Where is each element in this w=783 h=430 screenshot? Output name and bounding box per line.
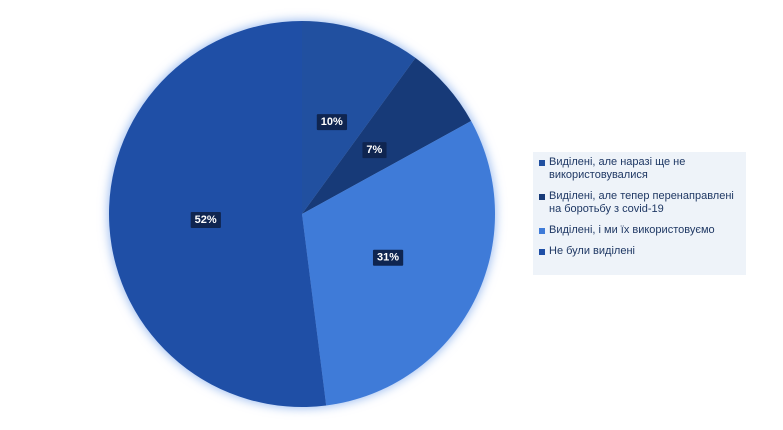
data-label-box [372,249,404,266]
data-label: 52% [195,214,217,226]
pie-slice [302,57,472,215]
legend-item: Не були виділені [539,245,740,258]
data-label: 7% [366,144,382,156]
data-label-box [316,114,348,131]
legend-swatch [539,249,545,255]
data-label-group: 31% [372,249,404,266]
legend-label: Виділені, і ми їх використовуємо [549,224,715,236]
legend-item: Виділені, і ми їх використовуємо [539,224,740,237]
legend-label: Виділені, але тепер перенаправлені на бо… [549,190,734,215]
legend-item: Виділені, але наразі ще не використовува… [539,156,740,182]
legend-swatch [539,228,545,234]
data-label-box [190,211,221,228]
data-label-group: 52% [190,211,221,228]
data-label-group: 7% [362,142,387,159]
legend-swatch [539,194,545,200]
data-label-group: 10% [316,114,348,131]
data-label: 31% [377,252,399,264]
legend-swatch [539,160,545,166]
data-label-box [362,142,387,159]
data-label: 10% [321,116,343,128]
legend-item: Виділені, але тепер перенаправлені на бо… [539,190,740,216]
pie-slice [302,21,416,214]
legend-label: Виділені, але наразі ще не використовува… [549,156,686,181]
legend: Виділені, але наразі ще не використовува… [533,152,746,275]
legend-label: Не були виділені [549,245,635,257]
